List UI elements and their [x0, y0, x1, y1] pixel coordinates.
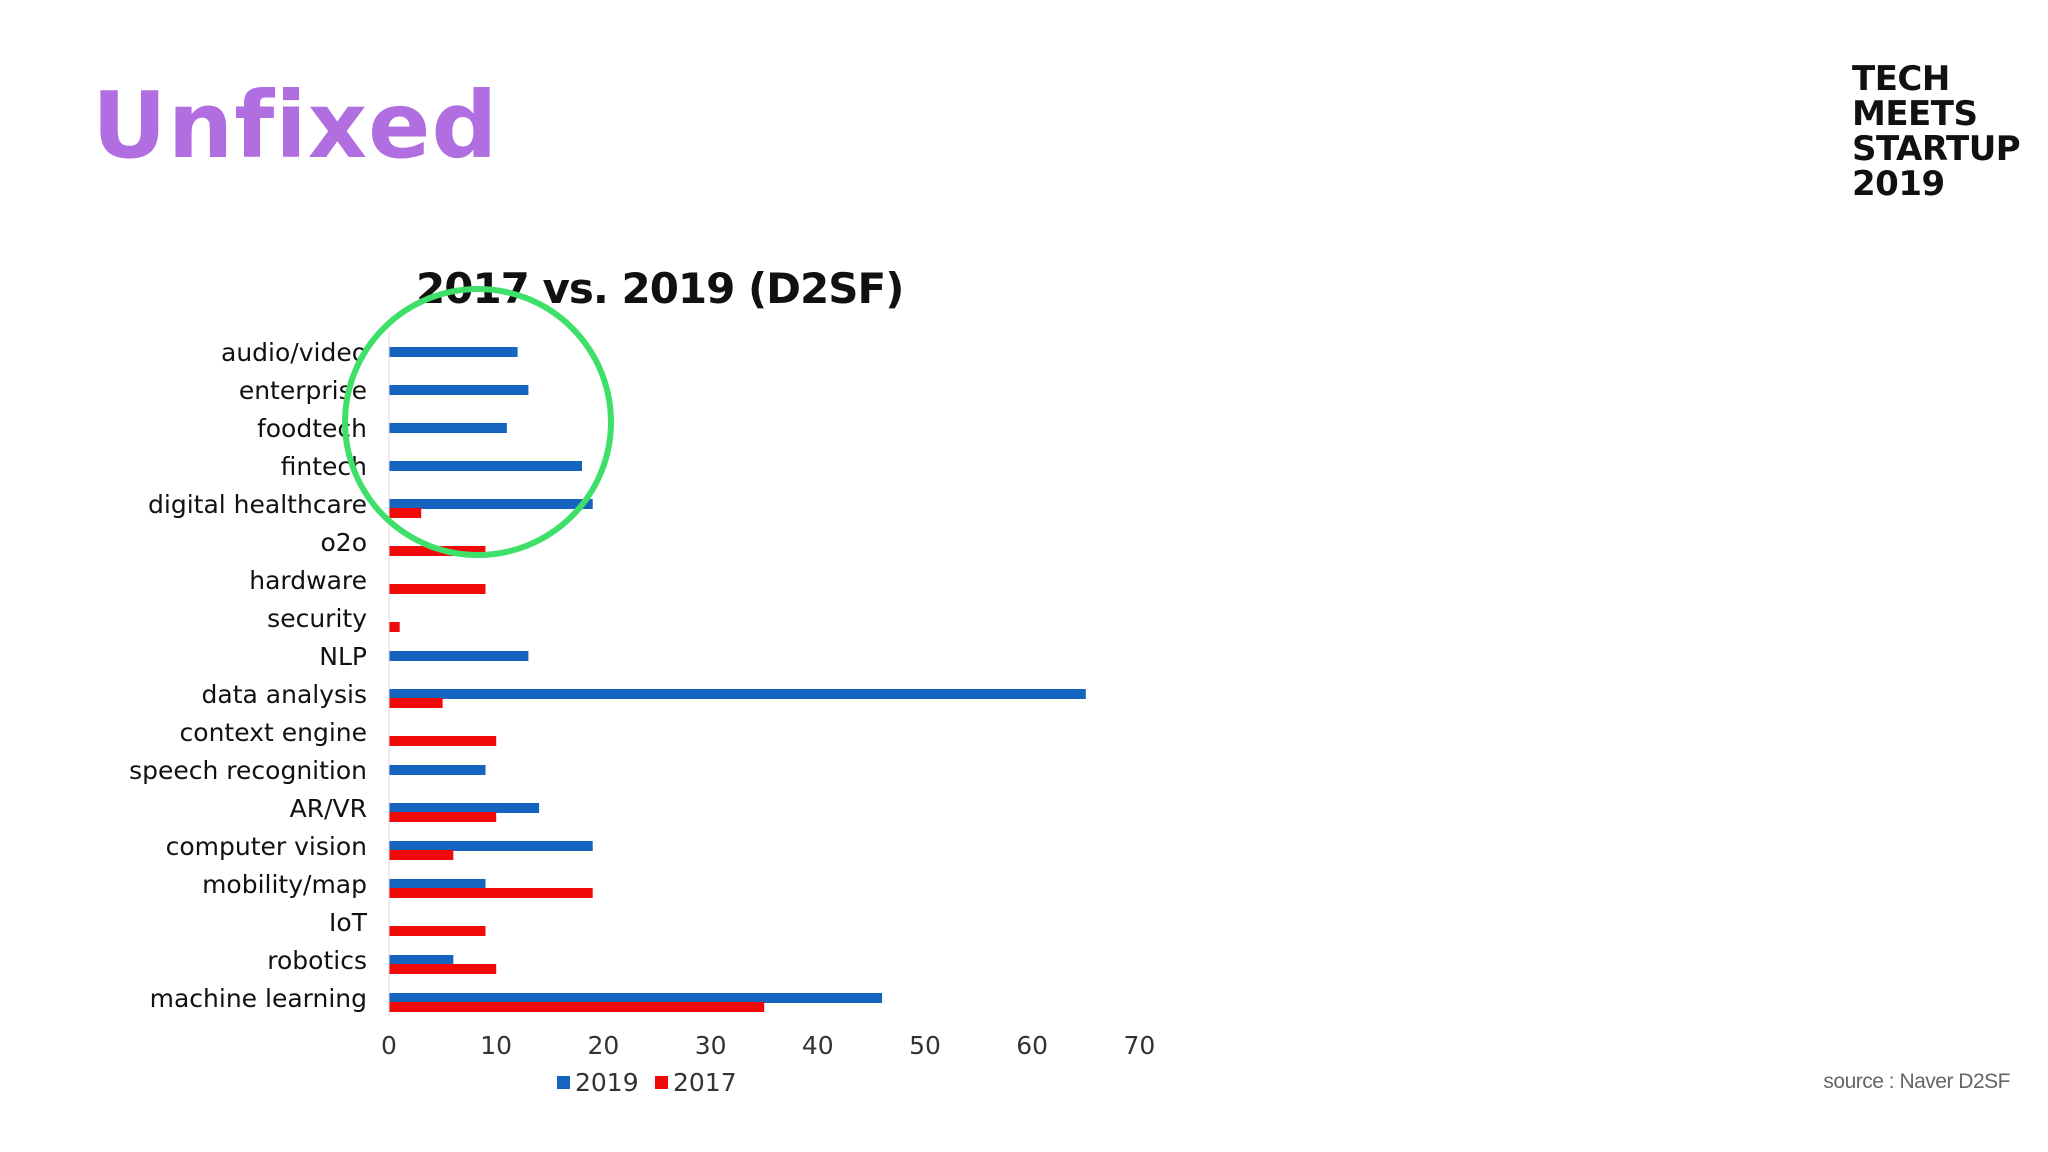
chart-bars [388, 332, 1086, 1016]
slide-title: Unfixed [92, 72, 499, 179]
bar-2019 [389, 765, 486, 775]
x-tick-label: 50 [909, 1031, 941, 1060]
legend-label: 2019 [575, 1068, 639, 1097]
legend-swatch-2017 [655, 1076, 668, 1089]
brand-line-2: MEETS [1852, 94, 1978, 134]
chart-category-labels: audio/videoenterprisefoodtechfintechdigi… [129, 338, 368, 1013]
bar-2019 [389, 651, 529, 661]
brand-logo: TECH MEETS STARTUP 2019 [1852, 59, 2021, 204]
x-tick-label: 40 [802, 1031, 834, 1060]
category-label: robotics [267, 946, 367, 975]
category-label: digital healthcare [148, 490, 367, 519]
bar-2017 [389, 1002, 765, 1012]
category-label: AR/VR [290, 794, 367, 823]
x-tick-label: 20 [587, 1031, 619, 1060]
bar-2019 [389, 803, 540, 813]
x-tick-label: 0 [381, 1031, 397, 1060]
category-label: o2o [321, 528, 368, 557]
bar-2017 [389, 812, 497, 822]
chart-legend: 2019 2017 [557, 1068, 737, 1097]
bar-2019 [389, 841, 593, 851]
bar-2017 [389, 584, 486, 594]
highlight-circle [342, 286, 614, 558]
category-label: audio/video [221, 338, 367, 367]
bar-2017 [389, 926, 486, 936]
x-tick-label: 70 [1123, 1031, 1155, 1060]
bar-2019 [389, 955, 454, 965]
bar-2017 [389, 736, 497, 746]
brand-line-4: 2019 [1852, 164, 1945, 204]
category-label: security [267, 604, 367, 633]
bar-2019 [389, 689, 1086, 699]
x-tick-label: 10 [480, 1031, 512, 1060]
bar-2017 [389, 622, 400, 632]
bar-2019 [389, 993, 883, 1003]
category-label: computer vision [166, 832, 367, 861]
bar-2019 [389, 461, 582, 471]
bar-2017 [389, 964, 497, 974]
category-label: NLP [319, 642, 367, 671]
bar-2019 [389, 499, 593, 509]
bar-2017 [389, 508, 422, 518]
bar-2017 [389, 698, 443, 708]
category-label: foodtech [257, 414, 367, 443]
brand-line-3: STARTUP [1852, 129, 2021, 169]
bar-2019 [389, 879, 486, 889]
source-note: source : Naver D2SF [1823, 1070, 2010, 1093]
bar-2017 [389, 888, 593, 898]
category-label: speech recognition [129, 756, 367, 785]
bar-2017 [389, 850, 454, 860]
bar-2019 [389, 385, 529, 395]
category-label: data analysis [202, 680, 367, 709]
bar-2019 [389, 347, 518, 357]
brand-line-1: TECH [1852, 59, 1950, 99]
category-label: context engine [180, 718, 367, 747]
x-tick-label: 60 [1016, 1031, 1048, 1060]
category-label: mobility/map [202, 870, 367, 899]
category-label: machine learning [150, 984, 367, 1013]
x-tick-label: 30 [695, 1031, 727, 1060]
category-label: IoT [329, 908, 368, 937]
category-label: hardware [249, 566, 367, 595]
legend-swatch-2019 [557, 1076, 570, 1089]
chart-x-ticks: 0 10 20 30 40 50 60 70 [381, 1031, 1155, 1060]
legend-label: 2017 [673, 1068, 737, 1097]
bar-2019 [389, 423, 507, 433]
